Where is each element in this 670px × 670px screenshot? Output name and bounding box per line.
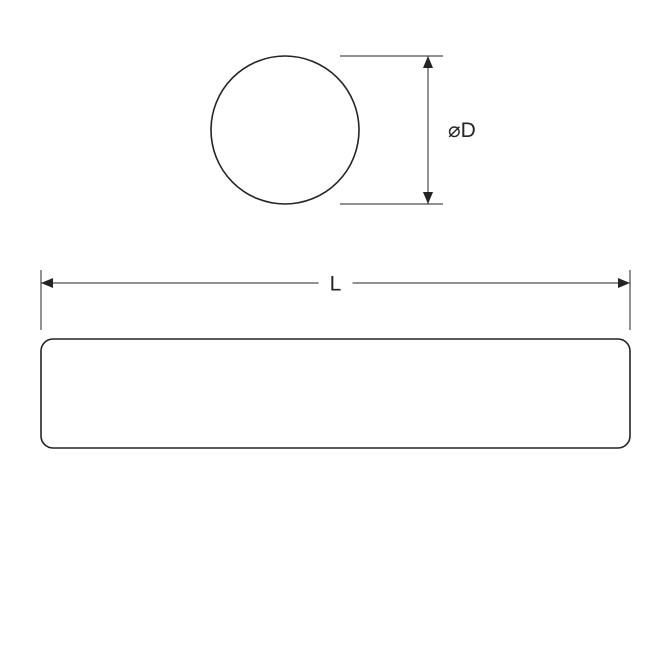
- length-label: L: [330, 272, 342, 295]
- diameter-label: ⌀D: [448, 119, 476, 142]
- dimension-drawing: ⌀D L: [0, 0, 670, 670]
